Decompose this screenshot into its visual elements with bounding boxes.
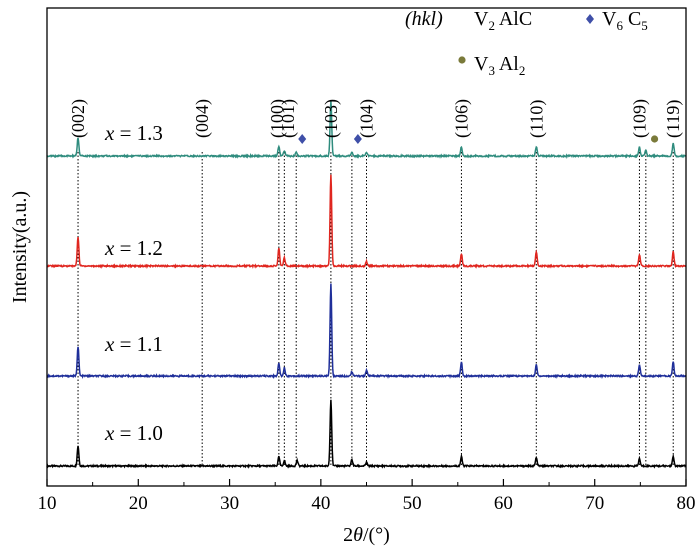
pattern-x_1_1 bbox=[46, 283, 687, 380]
v6c5-diamond-marker bbox=[353, 134, 362, 144]
pattern-x_1_2 bbox=[46, 174, 687, 270]
hkl-label: (110) bbox=[526, 100, 547, 138]
hkl-label: (100) bbox=[267, 99, 288, 138]
pattern-x_1_0 bbox=[46, 399, 687, 469]
series-label-x_1_2: x = 1.2 bbox=[104, 236, 163, 260]
legend-v3al2-circle bbox=[458, 56, 466, 64]
x-tick-label: 50 bbox=[403, 493, 422, 514]
hkl-labels: (002) (004) (100)(101) (103) (104) (106) (110)… bbox=[68, 99, 684, 138]
legend-hkl: (hkl) bbox=[405, 8, 443, 30]
phase-markers bbox=[298, 134, 659, 144]
xrd-patterns bbox=[46, 101, 687, 469]
hkl-label: (104) bbox=[357, 99, 378, 138]
hkl-label: (106) bbox=[451, 99, 472, 138]
x-tick-label: 40 bbox=[311, 493, 330, 514]
legend-v3al2: V3 Al2 bbox=[474, 53, 525, 78]
series-label-x_1_3: x = 1.3 bbox=[104, 121, 163, 145]
reference-lines bbox=[77, 152, 674, 466]
legend-v2alc: V2 AlC bbox=[474, 8, 532, 33]
x-tick-label: 60 bbox=[494, 493, 513, 514]
hkl-label: (109) bbox=[629, 99, 650, 138]
x-axis-label: 2θ/(°) bbox=[343, 524, 390, 546]
pattern-x_1_3 bbox=[46, 101, 687, 159]
hkl-label: (101) bbox=[278, 99, 299, 138]
legend: (hkl) V2 AlC V6 C5 V3 Al2 bbox=[405, 8, 648, 78]
x-tick-label: 30 bbox=[220, 493, 239, 514]
hkl-label: (103) bbox=[321, 99, 342, 138]
hkl-label: (004) bbox=[192, 99, 213, 138]
axes: 10 20 30 40 50 60 70 80 2θ/(°) Intensity(a.u.) bbox=[9, 7, 696, 546]
legend-v6c5-diamond bbox=[586, 14, 594, 24]
x-tick-label: 70 bbox=[585, 493, 604, 514]
hkl-label: (002) bbox=[68, 99, 89, 138]
series-label-x_1_1: x = 1.1 bbox=[104, 332, 163, 356]
v6c5-diamond-marker bbox=[298, 134, 307, 144]
v3al2-circle-marker bbox=[650, 135, 659, 143]
x-tick-label: 80 bbox=[677, 493, 696, 514]
x-tick-label: 20 bbox=[129, 493, 148, 514]
y-axis-label: Intensity(a.u.) bbox=[9, 191, 31, 303]
series-labels: x = 1.0 x = 1.1 x = 1.2 x = 1.3 bbox=[104, 121, 163, 445]
legend-v6c5: V6 C5 bbox=[602, 8, 648, 33]
hkl-label: (119) bbox=[663, 100, 684, 138]
series-label-x_1_0: x = 1.0 bbox=[104, 421, 163, 445]
x-tick-label: 10 bbox=[38, 493, 57, 514]
